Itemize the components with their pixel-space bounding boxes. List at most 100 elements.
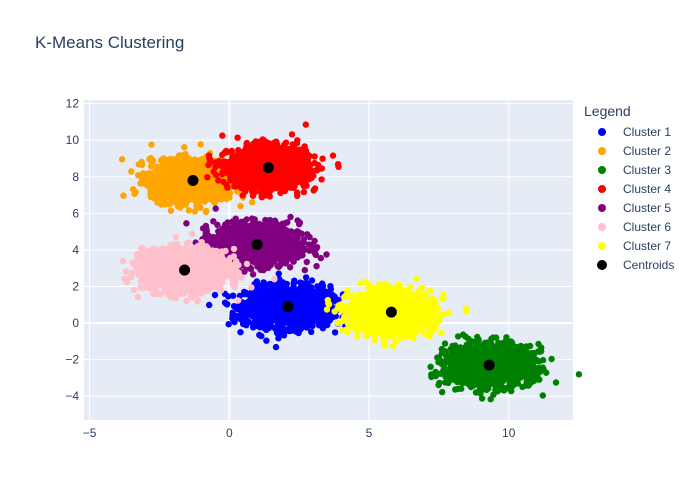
- cluster-point: [120, 192, 127, 199]
- cluster-point: [452, 386, 459, 393]
- cluster-point: [524, 355, 531, 362]
- cluster-point: [440, 363, 448, 370]
- cluster-point: [291, 277, 298, 284]
- cluster-point: [331, 329, 339, 336]
- cluster-points: [118, 121, 583, 403]
- cluster-point: [313, 315, 320, 322]
- cluster-point: [287, 326, 294, 334]
- cluster-point: [282, 287, 289, 295]
- cluster-point: [288, 131, 296, 138]
- cluster-point: [258, 302, 265, 310]
- cluster-point: [259, 286, 266, 293]
- cluster-point: [256, 318, 264, 325]
- cluster-point: [181, 144, 188, 151]
- cluster-point: [308, 287, 315, 294]
- cluster-point: [292, 295, 299, 302]
- cluster-point: [439, 388, 446, 396]
- cluster-point: [279, 293, 287, 300]
- cluster-point: [188, 167, 195, 174]
- cluster-point: [166, 170, 173, 177]
- cluster-point: [182, 184, 189, 191]
- cluster-point: [239, 320, 247, 328]
- cluster-point: [474, 338, 482, 345]
- cluster-point: [272, 298, 279, 305]
- cluster-point: [471, 355, 478, 362]
- cluster-point: [235, 303, 242, 310]
- cluster-point: [548, 355, 555, 363]
- cluster-point: [530, 373, 537, 381]
- cluster-point: [451, 376, 458, 384]
- cluster-point: [471, 363, 478, 371]
- cluster-point: [197, 204, 204, 211]
- cluster-point: [148, 141, 155, 148]
- cluster-series-1: [206, 270, 358, 351]
- cluster-point: [481, 339, 489, 346]
- cluster-point: [463, 373, 471, 380]
- cluster-point: [508, 387, 515, 395]
- cluster-point: [440, 370, 448, 377]
- cluster-point: [172, 166, 180, 173]
- cluster-point: [494, 388, 501, 395]
- cluster-point: [168, 177, 175, 184]
- cluster-point: [300, 188, 308, 196]
- cluster-point: [303, 296, 311, 303]
- cluster-point: [237, 202, 244, 210]
- cluster-point: [197, 141, 204, 148]
- cluster-point: [457, 349, 464, 356]
- cluster-point: [464, 354, 471, 361]
- cluster-point: [436, 379, 443, 387]
- cluster-point: [221, 299, 229, 306]
- cluster-point: [441, 340, 449, 347]
- cluster-point: [538, 344, 545, 351]
- cluster-point: [213, 188, 220, 196]
- cluster-point: [247, 291, 254, 298]
- cluster-point: [263, 311, 270, 318]
- cluster-point: [280, 318, 287, 326]
- cluster-point: [319, 325, 327, 332]
- cluster-point: [487, 396, 494, 403]
- cluster-point: [483, 350, 490, 357]
- cluster-point: [326, 291, 333, 298]
- cluster-point: [474, 375, 481, 383]
- cluster-point: [229, 292, 237, 299]
- cluster-point: [211, 291, 219, 299]
- cluster-point: [128, 168, 135, 175]
- cluster-point: [250, 301, 258, 308]
- cluster-point: [451, 351, 458, 358]
- cluster-point: [253, 312, 260, 319]
- cluster-point: [483, 386, 490, 393]
- cluster-point: [530, 353, 537, 360]
- cluster-point: [575, 371, 583, 378]
- cluster-point: [147, 193, 155, 201]
- cluster-point: [500, 344, 507, 352]
- cluster-point: [275, 270, 282, 277]
- cluster-point: [181, 151, 188, 158]
- cluster-point: [118, 156, 126, 163]
- cluster-point: [182, 173, 189, 180]
- cluster-point: [457, 362, 464, 369]
- cluster-point: [499, 374, 507, 381]
- cluster-point: [147, 155, 154, 162]
- cluster-point: [167, 207, 175, 214]
- cluster-point: [174, 203, 182, 210]
- cluster-point: [206, 301, 213, 309]
- cluster-point: [159, 192, 166, 199]
- cluster-point: [327, 283, 334, 290]
- cluster-point: [468, 345, 475, 352]
- cluster-point: [302, 274, 310, 281]
- cluster-point: [242, 315, 250, 323]
- cluster-point: [493, 355, 500, 362]
- cluster-point: [335, 163, 342, 170]
- cluster-point: [167, 155, 174, 163]
- cluster-point: [132, 188, 139, 196]
- cluster-point: [552, 379, 560, 386]
- cluster-point: [171, 171, 178, 178]
- cluster-point: [435, 354, 442, 361]
- cluster-point: [280, 332, 288, 339]
- cluster-point: [193, 198, 201, 205]
- cluster-point: [469, 371, 476, 378]
- cluster-point: [263, 337, 270, 344]
- cluster-point: [147, 179, 155, 187]
- cluster-point: [184, 194, 192, 202]
